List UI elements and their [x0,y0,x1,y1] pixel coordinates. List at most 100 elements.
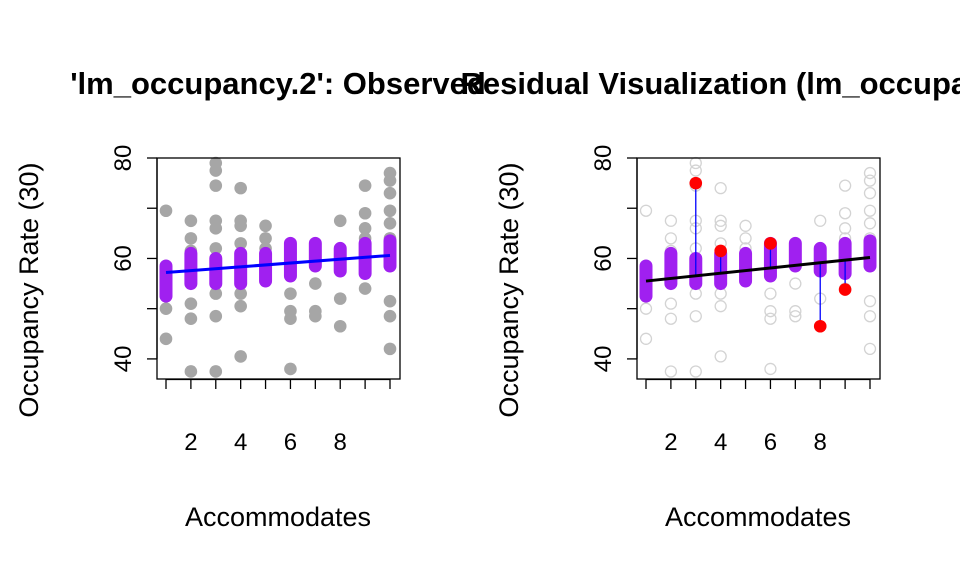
hollow-point [863,166,877,180]
y-axis-label: Occupancy Rate (30) [14,162,44,417]
hollow-point [689,365,702,378]
y-tick-label: 60 [590,245,617,272]
raw-point [209,222,223,235]
x-tick-label: 6 [764,429,777,456]
hollow-point [863,310,877,323]
x-tick-label: 6 [284,429,297,456]
hollow-point [838,179,852,192]
raw-point [184,312,198,326]
raw-point [209,365,223,378]
y-tick-label: 80 [110,145,137,172]
axes-layer: 2 4 6 8 40 60 80 [110,145,391,456]
raw-point [383,216,397,230]
hollow-point [714,219,727,232]
raw-point [184,297,198,310]
raw-point [209,164,223,177]
hollow-point [789,310,802,323]
raw-point [159,332,173,346]
left-panel: 2 4 6 8 40 60 80 Accommodates Occupancy Rate (… [14,145,401,532]
fit-line [165,253,391,275]
raw-point [259,219,272,233]
hollow-point [639,302,653,315]
raw-point [184,365,198,378]
raw-point [284,312,297,326]
fit-line-layer [165,253,391,275]
axes-layer: 2 4 6 8 40 60 80 [590,145,871,456]
hollow-point [664,365,678,378]
raw-point [383,204,397,218]
x-tick-label: 4 [714,429,727,456]
hollow-point [863,187,877,200]
residual-layer [689,176,852,333]
raw-point [209,287,223,300]
hollow-point [863,204,877,217]
right-panel: 2 4 6 8 40 60 80 Accommodates Occupancy Rate (… [494,145,881,532]
residual-point [838,283,852,296]
raw-point [358,222,372,235]
x-tick-label: 2 [184,429,197,456]
raw-point [309,309,322,323]
raw-point [284,362,297,376]
raw-point [333,292,347,305]
hollow-point [838,222,852,235]
hollow-point [863,217,877,230]
hollow-point [863,174,877,187]
x-axis-label: Accommodates [185,502,371,532]
hollow-point [664,232,678,245]
hollow-point [764,287,777,300]
hollow-point [714,214,727,227]
raw-point [184,232,198,245]
residual-point [764,237,777,250]
raw-point [234,287,247,300]
hollow-point [863,294,877,308]
raw-point [309,277,322,290]
hollow-point [664,312,678,325]
x-axis-label: Accommodates [665,502,851,532]
hollow-point [863,342,877,356]
raw-point [209,309,223,323]
y-tick-label: 60 [110,245,137,272]
raw-point [383,342,397,356]
hollow-point [838,207,852,220]
raw-point [358,179,372,192]
raw-point [333,319,347,333]
hollow-point [764,362,777,376]
raw-point [209,179,223,192]
raw-point [333,214,347,228]
residual-point [714,244,727,258]
hollow-point [714,181,727,195]
raw-point [234,181,247,195]
x-tick-label: 8 [814,429,827,456]
raw-point [284,287,297,300]
raw-point [234,237,247,250]
raw-point [358,282,372,295]
hollow-point [639,332,653,345]
raw-point [184,214,198,228]
hollow-point [814,214,827,227]
hollow-point [764,305,777,318]
raw-point [159,204,173,218]
hollow-point [789,277,802,290]
raw-point [234,350,247,363]
x-tick-label: 8 [334,429,347,456]
hollow-point [689,164,702,177]
hollow-point [639,204,653,217]
y-tick-label: 40 [110,346,137,373]
hollow-point [739,219,752,232]
raw-point [358,206,372,220]
raw-point [383,309,397,323]
hollow-point [714,300,727,313]
raw-point [234,219,247,233]
y-axis-label: Occupancy Rate (30) [494,162,524,417]
x-tick-label: 4 [234,429,247,456]
residual-point [813,319,827,333]
right-panel-title: Residual Visualization (lm_occupancy.2) [461,66,960,101]
raw-point [159,302,173,315]
hollow-point [664,214,678,227]
raw-point [383,294,397,308]
hollow-point [789,305,802,318]
raw-point [209,242,223,255]
hollow-point [714,350,727,363]
y-tick-label: 40 [590,346,617,373]
